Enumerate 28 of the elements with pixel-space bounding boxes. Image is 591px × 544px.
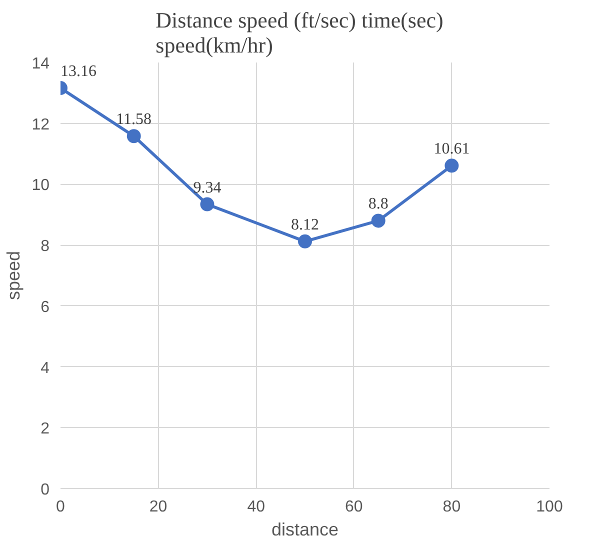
y-axis-title: speed — [4, 250, 24, 300]
y-tick-label: 8 — [40, 238, 50, 256]
point — [126, 129, 141, 144]
x-tick-label: 80 — [442, 498, 461, 516]
data-label: 9.34 — [193, 179, 222, 196]
point — [200, 197, 214, 212]
x-tick-label: 60 — [345, 498, 363, 516]
x-tick-label: 0 — [56, 498, 66, 516]
x-tick-label: 20 — [149, 498, 168, 516]
y-tick-label: 10 — [32, 177, 50, 194]
y-tick-label: 2 — [40, 420, 50, 438]
chart-title: Distance speed (ft/sec) time(sec) speed(km/hr) — [156, 8, 444, 58]
y-tick-label: 12 — [32, 116, 50, 134]
y-tick-label: 4 — [40, 360, 50, 377]
point — [444, 158, 459, 173]
x-tick-label: 100 — [536, 498, 563, 516]
data-label: 8.12 — [291, 216, 319, 234]
y-tick-label: 6 — [40, 298, 50, 316]
y-tick-label: 14 — [32, 56, 50, 72]
point — [371, 214, 386, 228]
y-tick-label: 0 — [40, 482, 50, 498]
x-axis-title: distance — [271, 520, 339, 540]
point — [298, 234, 312, 248]
x-tick-label: 40 — [247, 498, 266, 516]
data-label: 8.8 — [368, 196, 388, 213]
data-label: 13.16 — [60, 63, 96, 80]
data-label: 11.58 — [116, 111, 152, 128]
data-label: 10.61 — [434, 140, 470, 158]
